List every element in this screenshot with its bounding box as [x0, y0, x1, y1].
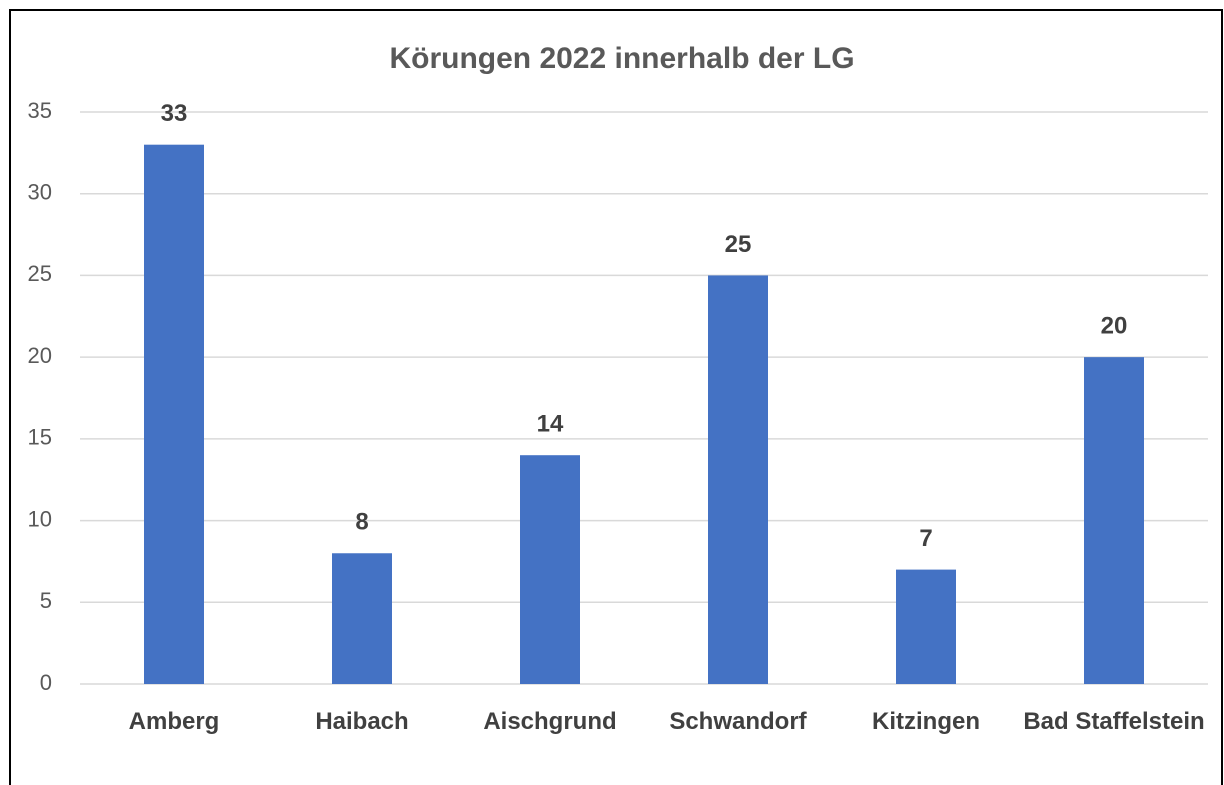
x-tick-label: Haibach: [315, 708, 409, 735]
bar: [1084, 357, 1144, 684]
y-tick-label: 20: [28, 343, 52, 368]
x-tick-label: Bad Staffelstein: [1023, 708, 1205, 735]
bar: [332, 553, 392, 684]
y-tick-label: 10: [28, 506, 52, 531]
y-tick-label: 0: [40, 670, 52, 695]
x-tick-label: Kitzingen: [872, 708, 980, 735]
chart-border: [9, 9, 1223, 785]
bar: [896, 569, 956, 684]
y-tick-label: 35: [28, 98, 52, 123]
bar: [520, 455, 580, 684]
x-tick-label: Amberg: [128, 708, 220, 735]
data-label: 8: [355, 509, 368, 536]
data-label: 25: [725, 231, 752, 258]
bar: [144, 144, 204, 684]
chart-title: Körungen 2022 innerhalb der LG: [389, 42, 854, 75]
data-label: 20: [1101, 312, 1128, 339]
y-tick-label: 15: [28, 425, 52, 450]
data-label: 14: [537, 411, 564, 438]
y-tick-label: 5: [40, 588, 52, 613]
data-label: 33: [161, 100, 188, 127]
y-tick-label: 30: [28, 180, 52, 205]
bar: [708, 275, 768, 684]
data-label: 7: [919, 525, 932, 552]
y-tick-label: 25: [28, 261, 52, 286]
x-tick-label: Aischgrund: [483, 708, 617, 735]
x-tick-label: Schwandorf: [669, 708, 807, 735]
